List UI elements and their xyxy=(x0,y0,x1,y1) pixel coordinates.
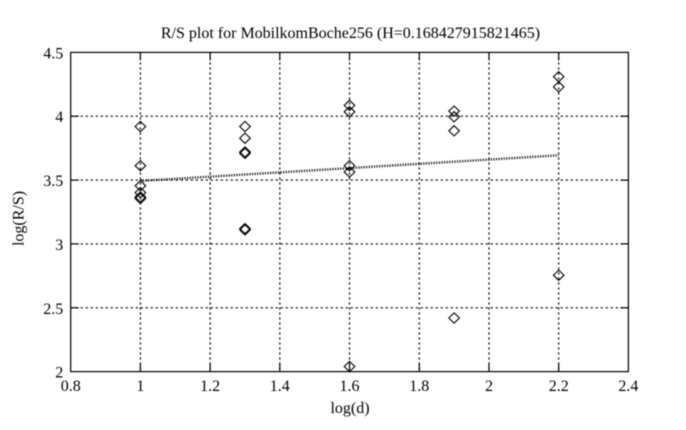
svg-text:log(R/S): log(R/S) xyxy=(10,191,27,246)
svg-text:R/S plot for MobilkomBoche256: R/S plot for MobilkomBoche256 (H=0.16842… xyxy=(161,25,540,42)
svg-text:log(d): log(d) xyxy=(330,400,369,417)
svg-text:2.5: 2.5 xyxy=(43,301,63,318)
svg-text:1: 1 xyxy=(136,378,144,395)
svg-text:1.6: 1.6 xyxy=(340,378,360,395)
svg-text:3: 3 xyxy=(55,237,63,254)
svg-text:2: 2 xyxy=(55,365,63,382)
svg-text:1.4: 1.4 xyxy=(270,378,290,395)
svg-text:3.5: 3.5 xyxy=(43,173,63,190)
svg-text:2.4: 2.4 xyxy=(618,378,638,395)
svg-text:4: 4 xyxy=(55,109,63,126)
svg-text:2: 2 xyxy=(485,378,493,395)
svg-text:4.5: 4.5 xyxy=(43,45,63,62)
svg-text:0.8: 0.8 xyxy=(61,378,81,395)
svg-text:1.2: 1.2 xyxy=(200,378,220,395)
svg-text:1.8: 1.8 xyxy=(409,378,429,395)
svg-text:2.2: 2.2 xyxy=(549,378,569,395)
